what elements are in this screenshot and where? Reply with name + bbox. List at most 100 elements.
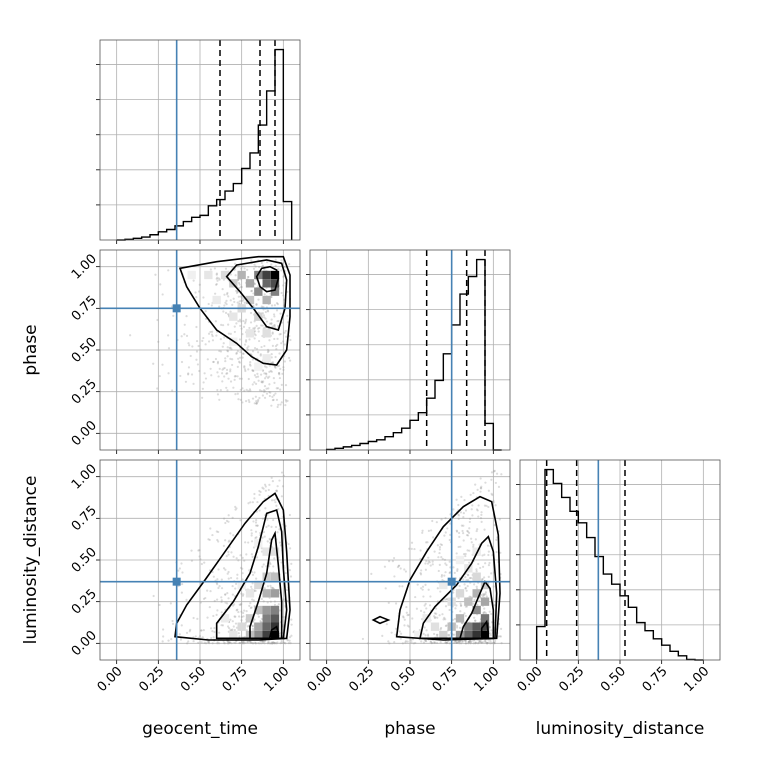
sample-point — [495, 538, 498, 541]
density-cell — [204, 270, 213, 280]
density-cell — [414, 630, 423, 640]
sample-point — [183, 333, 186, 336]
sample-point — [198, 549, 201, 552]
sample-point — [239, 398, 242, 401]
density-cell — [254, 539, 263, 548]
x-tick-label: 0.25 — [346, 664, 377, 695]
sample-point — [229, 380, 233, 383]
sample-point — [490, 572, 493, 575]
sample-point — [250, 570, 254, 574]
density-cell — [430, 622, 440, 631]
sample-point — [234, 375, 237, 378]
sample-point — [437, 556, 440, 559]
sample-point — [169, 602, 172, 605]
sample-point — [265, 366, 268, 369]
sample-point — [265, 525, 268, 529]
sample-point — [242, 325, 246, 328]
sample-point — [272, 394, 276, 397]
sample-point — [240, 377, 243, 380]
sample-point — [192, 279, 195, 282]
sample-point — [190, 373, 194, 376]
sample-point — [270, 322, 273, 325]
sample-point — [419, 587, 423, 590]
sample-point — [263, 385, 267, 388]
sample-point — [216, 279, 219, 282]
sample-point — [243, 389, 246, 392]
sample-point — [275, 489, 278, 492]
sample-point — [250, 290, 253, 293]
sample-point — [223, 642, 226, 645]
sample-point — [461, 622, 464, 625]
y-tick-label: 0.25 — [69, 586, 100, 617]
sample-point — [232, 386, 235, 389]
sample-point — [239, 356, 242, 359]
sample-point — [480, 513, 483, 516]
sample-point — [198, 555, 201, 558]
sample-point — [464, 614, 467, 618]
density-cell — [262, 614, 271, 623]
density-cell — [270, 622, 280, 631]
sample-point — [261, 517, 265, 520]
sample-point — [202, 296, 205, 299]
histogram-geocent_time — [116, 48, 293, 241]
sample-point — [263, 642, 266, 645]
sample-point — [167, 372, 170, 375]
sample-point — [468, 639, 471, 642]
sample-point — [192, 616, 195, 620]
sample-point — [413, 547, 416, 551]
sample-point — [240, 299, 243, 302]
sample-point — [263, 377, 267, 380]
sample-point — [202, 629, 205, 632]
sample-point — [227, 597, 230, 600]
sample-point — [271, 344, 274, 348]
sample-point — [260, 380, 263, 383]
sample-point — [237, 320, 240, 323]
sample-point — [215, 273, 218, 276]
sample-point — [258, 642, 261, 645]
sample-point — [278, 479, 281, 482]
sample-point — [251, 501, 254, 504]
sample-point — [268, 390, 271, 394]
sample-point — [287, 542, 290, 546]
density-cell — [220, 270, 230, 280]
sample-point — [251, 397, 255, 400]
sample-point — [251, 627, 255, 631]
sample-point — [277, 364, 281, 367]
sample-point — [282, 284, 285, 287]
sample-point — [227, 520, 230, 523]
sample-point — [248, 388, 252, 391]
sample-point — [259, 490, 262, 494]
sample-point — [483, 594, 486, 597]
sample-point — [180, 562, 183, 565]
sample-point — [223, 304, 226, 307]
sample-point — [244, 318, 248, 321]
sample-point — [464, 639, 467, 642]
sample-point — [483, 593, 486, 596]
sample-point — [181, 571, 184, 574]
sample-point — [482, 565, 485, 568]
sample-point — [257, 298, 260, 301]
x-tick-label: 0.75 — [430, 664, 461, 695]
sample-point — [479, 490, 482, 493]
sample-point — [433, 615, 436, 618]
sample-point — [199, 601, 202, 604]
sample-point — [487, 550, 490, 553]
sample-point — [275, 489, 278, 492]
sample-point — [189, 628, 192, 631]
sample-point — [428, 604, 432, 607]
sample-point — [446, 527, 449, 530]
sample-point — [445, 641, 448, 644]
sample-point — [239, 324, 242, 327]
sample-point — [248, 338, 251, 341]
sample-point — [492, 470, 496, 473]
sample-point — [477, 515, 480, 518]
sample-point — [271, 361, 274, 364]
sample-point — [236, 577, 239, 580]
sample-point — [423, 638, 427, 642]
sample-point — [422, 595, 425, 598]
sample-point — [277, 507, 280, 511]
sample-point — [471, 639, 474, 642]
sample-point — [275, 302, 279, 305]
sample-point — [255, 303, 258, 306]
sample-point — [284, 571, 288, 575]
